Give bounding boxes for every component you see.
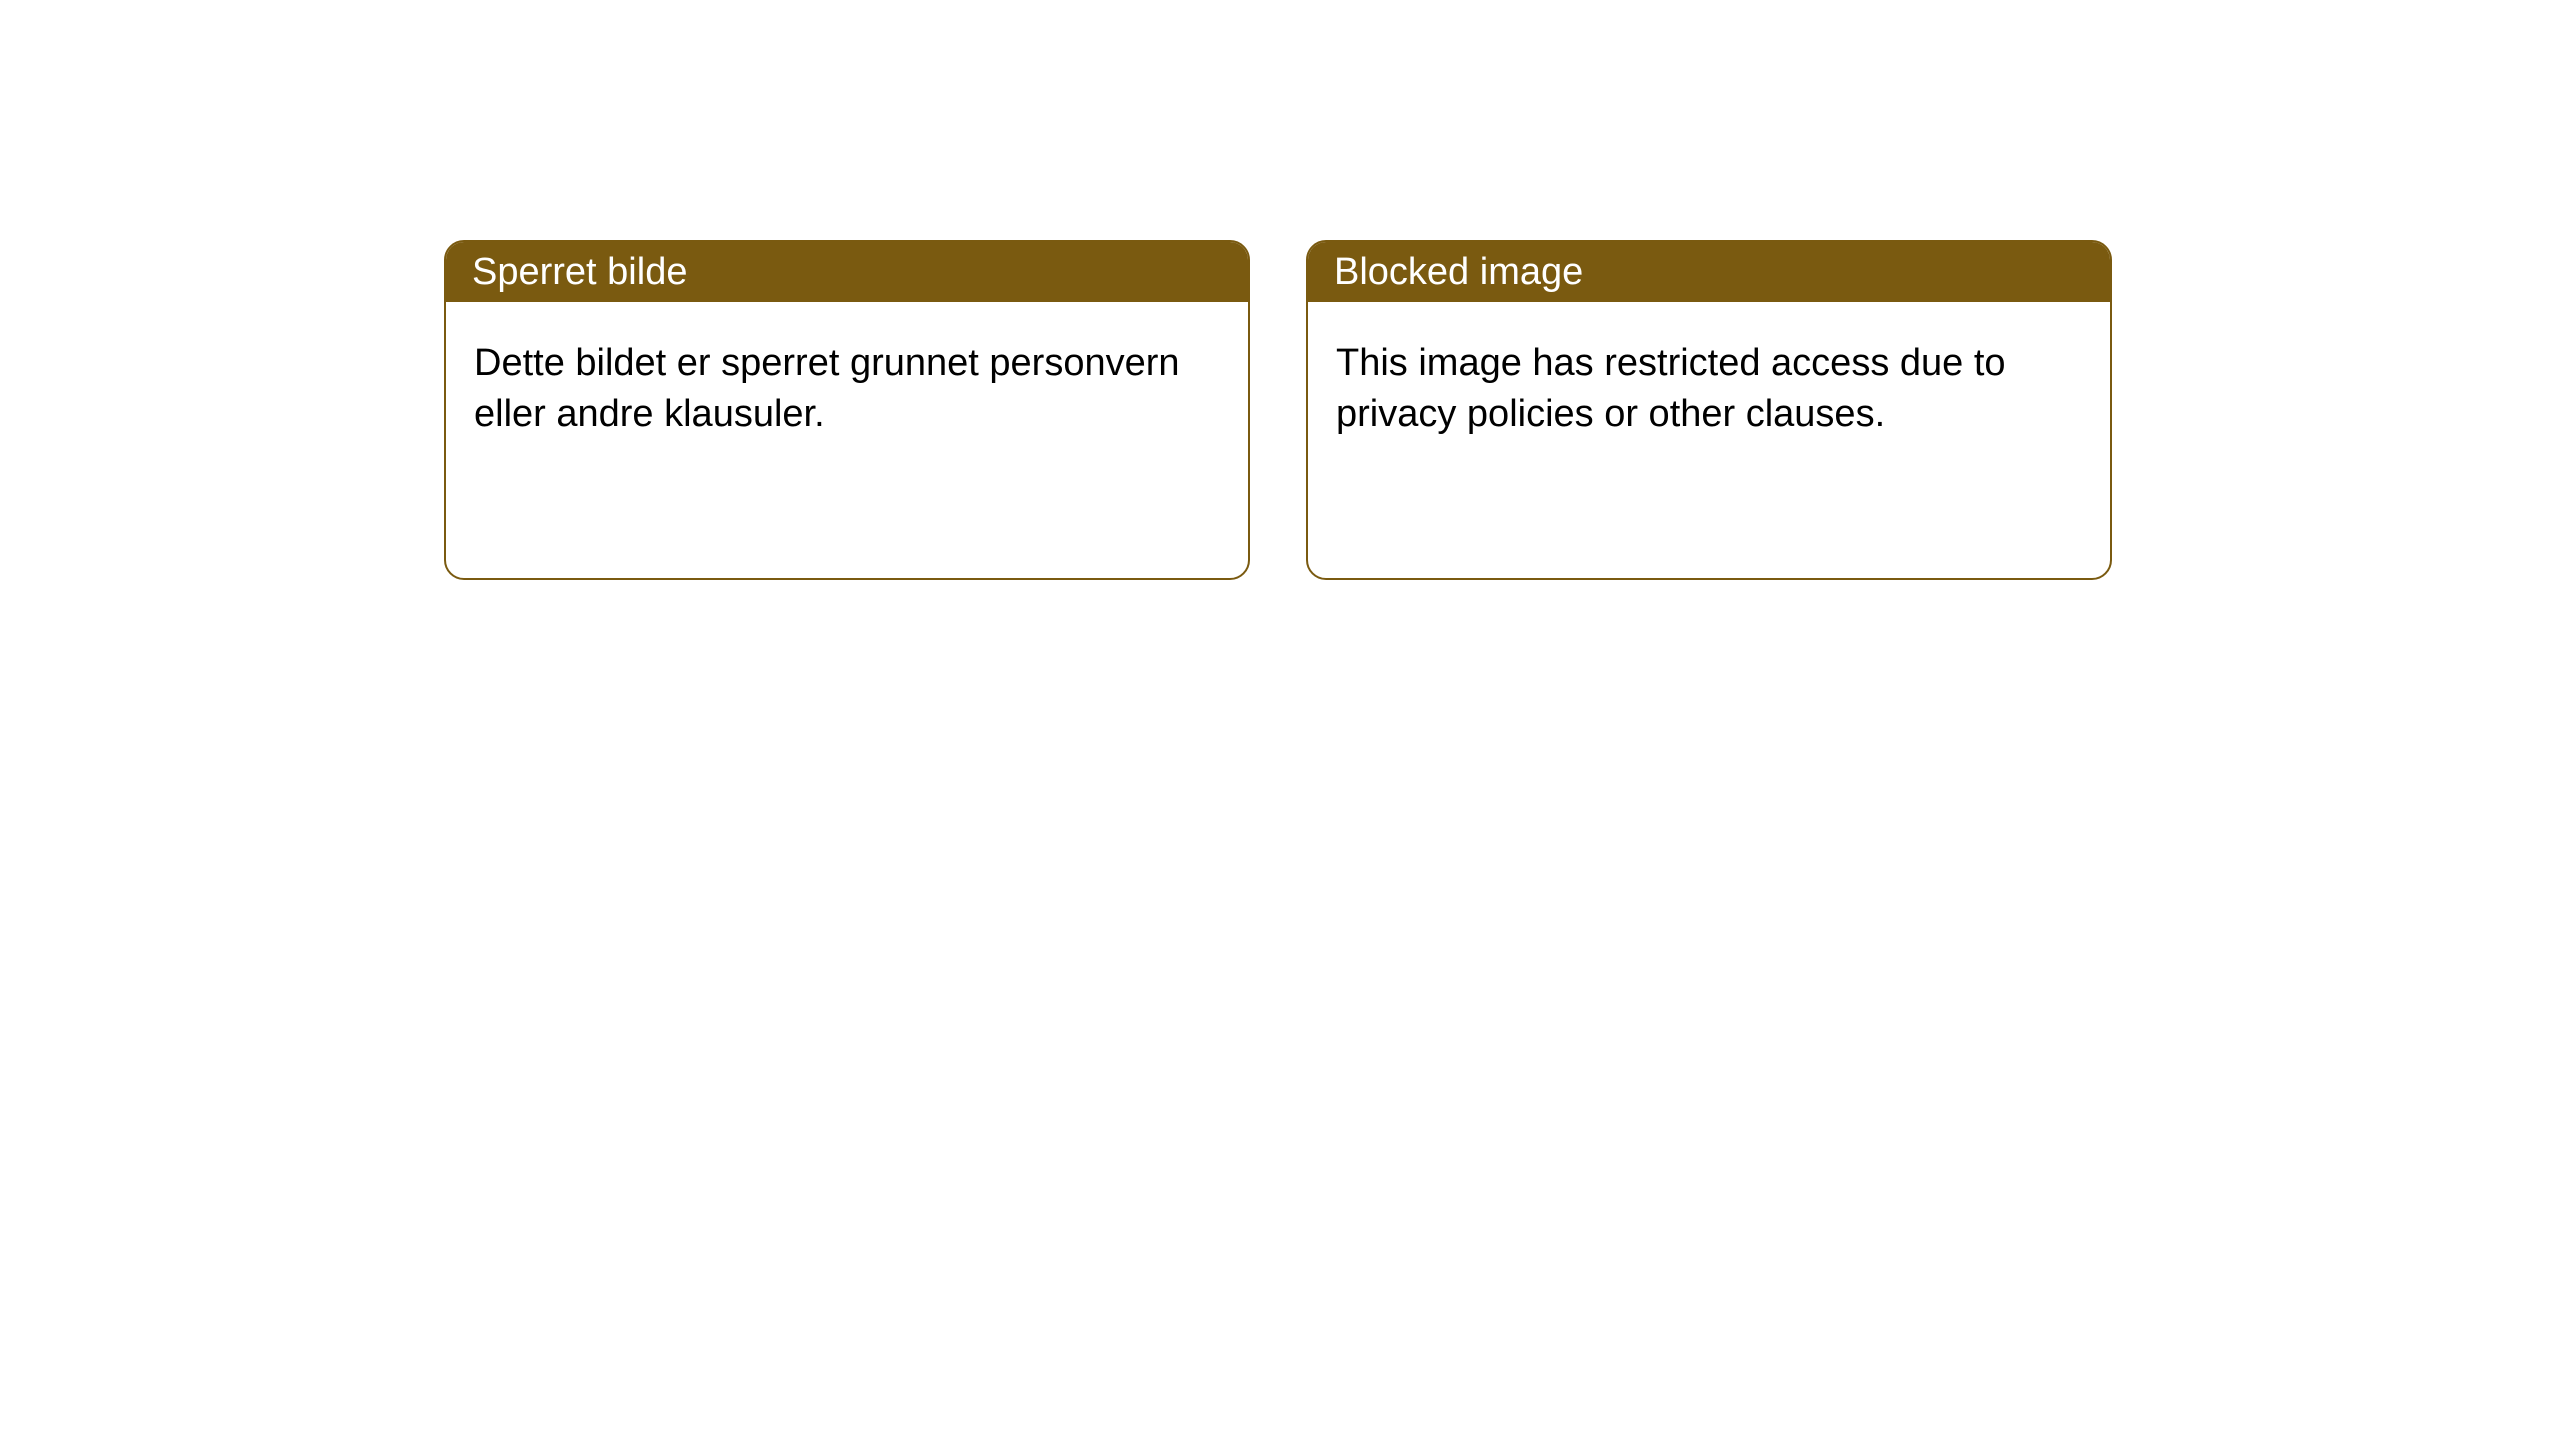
notice-card-english: Blocked image This image has restricted … xyxy=(1306,240,2112,580)
card-body: Dette bildet er sperret grunnet personve… xyxy=(446,302,1248,477)
card-body-text: Dette bildet er sperret grunnet personve… xyxy=(474,342,1180,435)
card-title: Blocked image xyxy=(1334,251,1583,294)
notice-cards-container: Sperret bilde Dette bildet er sperret gr… xyxy=(444,240,2112,580)
card-header: Blocked image xyxy=(1308,242,2110,302)
card-body: This image has restricted access due to … xyxy=(1308,302,2110,477)
card-body-text: This image has restricted access due to … xyxy=(1336,342,2006,435)
notice-card-norwegian: Sperret bilde Dette bildet er sperret gr… xyxy=(444,240,1250,580)
card-title: Sperret bilde xyxy=(472,251,687,294)
card-header: Sperret bilde xyxy=(446,242,1248,302)
